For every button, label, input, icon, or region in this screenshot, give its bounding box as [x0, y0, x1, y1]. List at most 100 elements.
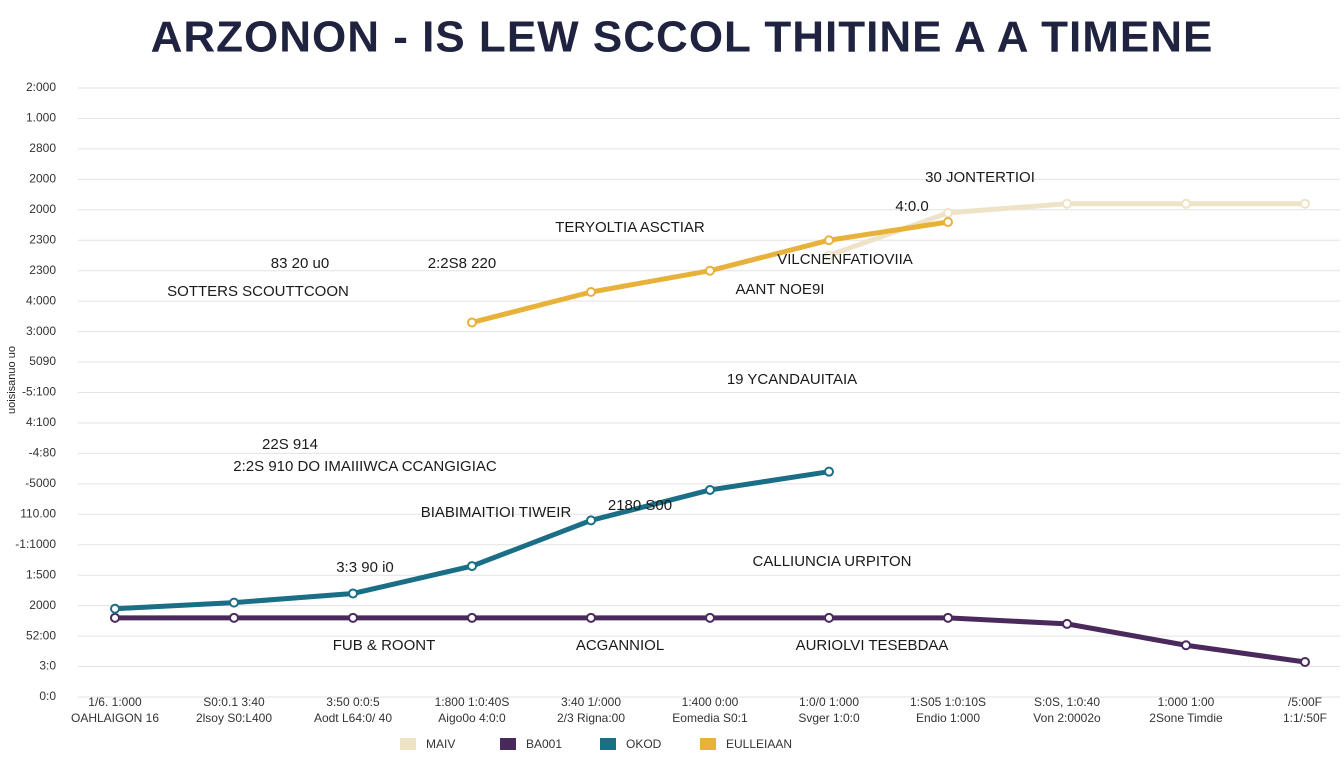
x-tick-label: 3:40 1/:000	[561, 695, 621, 709]
x-tick-label: Aodt L64:0/ 40	[314, 711, 392, 725]
data-point	[467, 561, 477, 572]
x-tick-label: Endio 1:000	[916, 711, 980, 725]
data-point	[348, 612, 358, 623]
data-point	[229, 597, 239, 608]
x-tick-label: 1:800 1:0:40S	[435, 695, 510, 709]
x-tick-label: Svger 1:0:0	[798, 711, 860, 725]
legend-label: EULLEIAAN	[726, 737, 792, 751]
y-tick-label: 2000	[29, 202, 56, 216]
x-tick-label: 2/3 Rigna:00	[557, 711, 625, 725]
legend-swatch	[600, 738, 616, 750]
x-tick-label: 1:000 1:00	[1158, 695, 1215, 709]
y-tick-label: 2300	[29, 232, 56, 246]
data-point	[110, 603, 120, 614]
y-tick-label: 52:00	[26, 628, 56, 642]
y-tick-label: 4:000	[26, 293, 56, 307]
data-point	[824, 235, 834, 246]
annotation: 22S 914	[262, 436, 318, 453]
y-tick-label: 2000	[29, 598, 56, 612]
annotation: VILCNENFATIOVIIA	[777, 251, 913, 268]
data-point	[229, 612, 239, 623]
data-point	[824, 250, 834, 261]
legend-swatch	[700, 738, 716, 750]
x-tick-label: 1:1/:50F	[1283, 711, 1327, 725]
data-point	[824, 466, 834, 477]
series-line	[112, 469, 832, 612]
data-point	[110, 612, 120, 623]
annotation: 19 YCANDAUITAIA	[727, 371, 857, 388]
y-tick-label: -4:80	[29, 446, 57, 460]
x-tick-label: S0:0.1 3:40	[203, 695, 265, 709]
data-point	[467, 317, 477, 328]
y-tick-label: -1:1000	[15, 537, 56, 551]
data-point	[1181, 198, 1191, 209]
y-tick-label: -5:100	[22, 385, 56, 399]
y-tick-label: 2300	[29, 263, 56, 277]
data-point	[1300, 198, 1310, 209]
chart-title: ARZONON - IS LEW SCCOL THITINE A A TIMEN…	[151, 13, 1214, 62]
annotation: BIABIMAITIOI TIWEIR	[421, 504, 572, 521]
y-tick-label: 1.000	[26, 111, 56, 125]
x-tick-label: Von 2:0002o	[1033, 711, 1101, 725]
y-tick-label: -5000	[25, 476, 56, 490]
y-tick-label: 2800	[29, 141, 56, 155]
y-tick-label: 5090	[29, 354, 56, 368]
annotation: AANT NOE9I	[736, 281, 825, 298]
x-tick-label: 1/6. 1:000	[88, 695, 142, 709]
x-tick-label: 1:0/0 1:000	[799, 695, 859, 709]
legend-label: BA001	[526, 737, 562, 751]
x-tick-label: Aigo0o 4:0:0	[438, 711, 506, 725]
annotation: SOTTERS SCOUTTCOON	[167, 283, 349, 300]
x-tick-label: 3:50 0:0:5	[326, 695, 380, 709]
data-point	[943, 216, 953, 227]
annotation: AURIOLVI TESEBDAA	[796, 637, 949, 654]
annotation: 4:0.0	[895, 198, 928, 215]
legend-swatch	[500, 738, 516, 750]
y-tick-label: 1:500	[26, 567, 56, 581]
data-point	[705, 612, 715, 623]
y-tick-label: 0:0	[39, 689, 56, 703]
y-tick-label: 110.00	[20, 506, 56, 520]
data-point	[586, 515, 596, 526]
data-point	[1300, 656, 1310, 667]
series-line	[112, 615, 1308, 665]
legend-label: OKOD	[626, 737, 662, 751]
y-tick-label: 3:000	[26, 324, 56, 338]
data-point	[467, 612, 477, 623]
annotation: 30 JONTERTIOI	[925, 169, 1035, 186]
x-tick-label: 1:S05 1:0:10S	[910, 695, 986, 709]
x-tick-label: 1:400 0:00	[682, 695, 739, 709]
y-axis-label: uoisisanuo uo	[6, 346, 18, 414]
data-point	[586, 612, 596, 623]
annotation: 2:2S8 220	[428, 255, 496, 272]
y-tick-label: 2:000	[26, 80, 56, 94]
x-tick-label: S:0S, 1:0:40	[1034, 695, 1100, 709]
x-tick-label: Eomedia S0:1	[672, 711, 748, 725]
data-point	[348, 588, 358, 599]
data-point	[943, 612, 953, 623]
x-tick-label: 2Sone Timdie	[1149, 711, 1223, 725]
y-tick-label: 4:100	[26, 415, 56, 429]
data-point	[824, 612, 834, 623]
data-point	[705, 484, 715, 495]
annotation: ACGANNIOL	[576, 637, 664, 654]
legend-swatch	[400, 738, 416, 750]
annotation: FUB & ROONT	[333, 637, 436, 654]
annotation: TERYOLTIA ASCTIAR	[555, 219, 705, 236]
y-tick-label: 2000	[29, 172, 56, 186]
data-point	[943, 207, 953, 218]
annotation: 2180 S00	[608, 497, 672, 514]
data-point	[1181, 640, 1191, 651]
data-point	[1062, 618, 1072, 629]
annotation: 3:3 90 i0	[336, 559, 394, 576]
legend-label: MAIV	[426, 737, 455, 751]
x-tick-label: OAHLAIGON 16	[71, 711, 159, 725]
data-point	[586, 287, 596, 298]
data-point	[1062, 198, 1072, 209]
annotation: 83 20 u0	[271, 255, 329, 272]
x-tick-label: 2lsoy S0:L400	[196, 711, 272, 725]
data-point	[705, 265, 715, 276]
annotation: CALLIUNCIA URPITON	[753, 553, 912, 570]
x-tick-label: /5:00F	[1288, 695, 1322, 709]
